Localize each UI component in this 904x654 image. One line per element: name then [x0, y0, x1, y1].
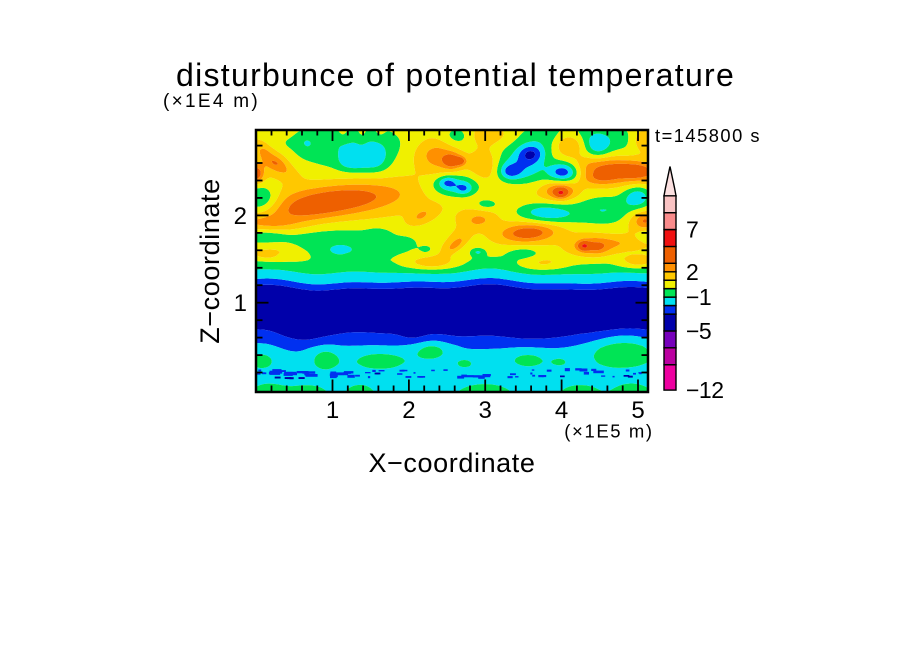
svg-text:−1: −1 — [686, 284, 711, 310]
svg-text:−12: −12 — [686, 377, 724, 403]
svg-text:1: 1 — [234, 290, 247, 317]
svg-text:(×1E4 m): (×1E4 m) — [163, 91, 260, 112]
svg-text:2: 2 — [402, 397, 415, 424]
svg-text:X−coordinate: X−coordinate — [368, 448, 535, 478]
svg-text:5: 5 — [631, 397, 644, 424]
svg-text:2: 2 — [234, 203, 247, 230]
svg-text:t=145800 s: t=145800 s — [655, 125, 761, 146]
svg-text:3: 3 — [479, 397, 492, 424]
svg-text:4: 4 — [555, 397, 568, 424]
svg-text:1: 1 — [326, 397, 339, 424]
svg-text:(×1E5 m): (×1E5 m) — [564, 421, 653, 442]
svg-text:−5: −5 — [686, 318, 711, 344]
svg-text:Z−coordinate: Z−coordinate — [195, 178, 225, 344]
svg-text:disturbunce of potential tempe: disturbunce of potential temperature — [176, 57, 735, 93]
svg-text:2: 2 — [686, 259, 698, 285]
svg-text:7: 7 — [686, 217, 698, 243]
